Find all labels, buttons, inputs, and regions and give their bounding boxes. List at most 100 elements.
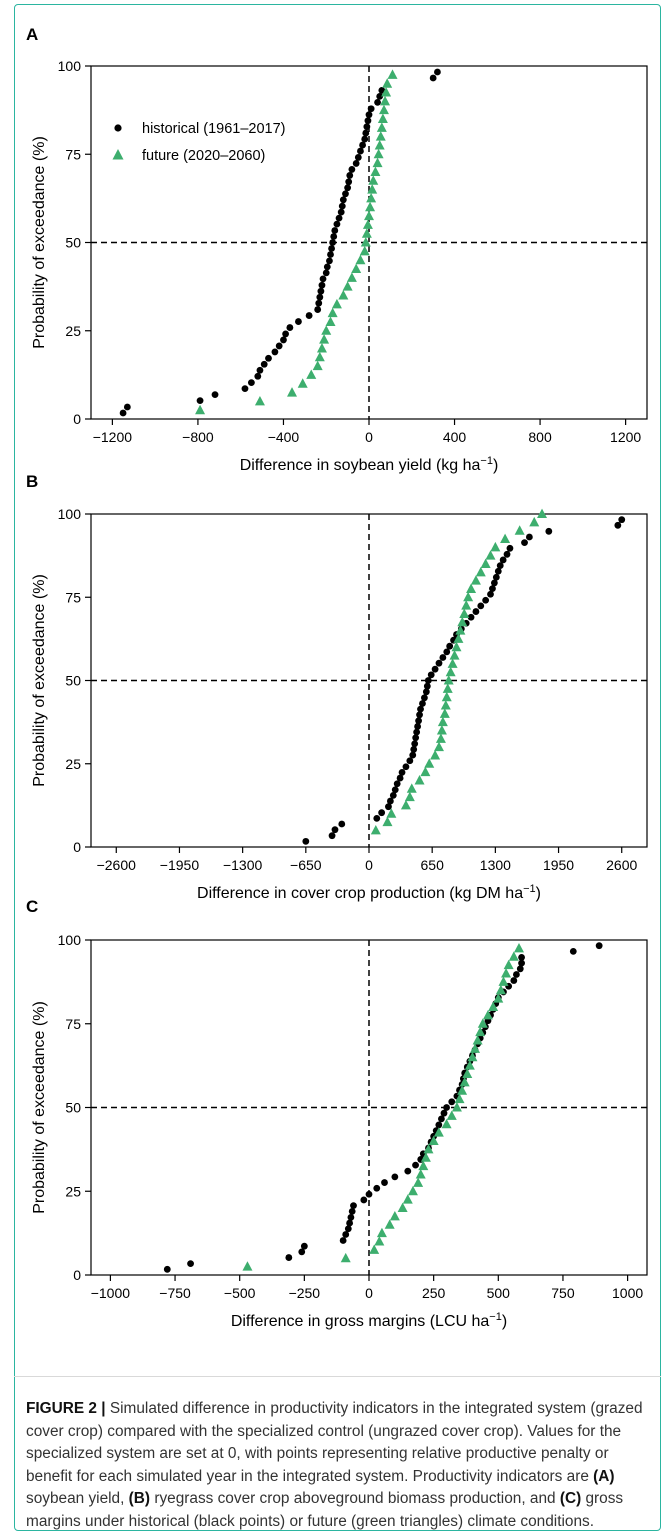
data-point	[461, 600, 472, 610]
data-point	[342, 190, 349, 198]
data-point	[333, 220, 341, 228]
data-point	[406, 783, 417, 793]
data-point	[260, 360, 268, 368]
data-point	[413, 1177, 424, 1187]
data-point	[361, 135, 369, 143]
legend: historical (1961–2017) future (2020–2060)	[112, 121, 285, 164]
data-point	[466, 583, 477, 593]
data-point	[329, 239, 337, 246]
data-point	[338, 820, 346, 828]
x-tick-label: −250	[289, 1285, 321, 1301]
data-point	[464, 1060, 475, 1070]
data-point	[421, 694, 428, 702]
x-tick-label: −800	[182, 429, 214, 445]
data-point	[280, 336, 287, 344]
data-point	[327, 251, 334, 258]
legend-label: historical (1961–2017)	[142, 121, 285, 137]
data-point	[490, 541, 501, 552]
data-point	[420, 1152, 431, 1162]
data-point	[344, 184, 352, 192]
data-point	[351, 263, 362, 274]
data-point	[402, 763, 410, 771]
data-point	[495, 984, 506, 995]
data-point	[367, 184, 378, 194]
data-point	[418, 1160, 429, 1171]
data-point	[254, 372, 262, 380]
data-point	[447, 658, 458, 668]
y-tick-label: 25	[65, 756, 81, 772]
data-point	[370, 166, 381, 176]
data-point	[416, 711, 423, 719]
data-point	[459, 608, 470, 618]
x-tick-label: −750	[159, 1285, 191, 1301]
data-point	[321, 325, 332, 335]
data-point	[302, 837, 310, 845]
data-point	[428, 1135, 439, 1146]
panel-letter: C	[26, 897, 38, 916]
data-point	[348, 166, 356, 173]
data-point	[365, 1190, 373, 1198]
data-point	[472, 608, 480, 615]
data-point	[451, 641, 462, 652]
data-point	[443, 648, 451, 656]
data-point	[364, 210, 374, 221]
x-tick-label: 400	[443, 429, 467, 445]
data-point	[377, 113, 388, 123]
data-point	[414, 723, 422, 730]
data-point	[503, 550, 511, 558]
data-point	[315, 299, 323, 307]
data-point	[475, 1026, 486, 1037]
data-point	[415, 1169, 426, 1179]
data-point	[459, 1076, 470, 1087]
series-future	[195, 69, 398, 415]
x-axis-label: Difference in soybean yield (kg ha−1)	[240, 455, 499, 474]
x-tick-label: −1200	[93, 429, 133, 445]
y-tick-label: 0	[73, 411, 81, 427]
x-tick-label: 0	[365, 429, 373, 445]
data-point	[443, 1104, 450, 1111]
data-point	[545, 527, 553, 535]
data-point	[410, 746, 418, 753]
data-point	[369, 1244, 380, 1254]
data-point	[424, 758, 435, 768]
y-tick-label: 100	[58, 506, 82, 522]
y-tick-label: 0	[73, 1267, 81, 1283]
data-point	[365, 111, 373, 119]
data-point	[385, 803, 392, 811]
caption-part-0: Simulated difference in productivity ind…	[26, 1400, 643, 1485]
panel-c: C 0 25 50 75 100 −1000 −750 −500 −250 0 250 500 750 10…	[26, 897, 648, 1330]
x-tick-label: 750	[551, 1285, 575, 1301]
data-point	[339, 196, 347, 204]
data-point	[241, 385, 249, 393]
data-point	[346, 172, 354, 179]
data-point	[287, 387, 298, 397]
data-point	[375, 131, 386, 141]
data-point	[462, 1068, 473, 1079]
data-point	[423, 682, 431, 690]
caption-part-3: (B)	[128, 1490, 151, 1507]
data-point	[247, 379, 255, 387]
x-tick-label: −1300	[223, 857, 263, 873]
data-point	[396, 774, 404, 782]
data-point	[472, 1035, 483, 1045]
data-point	[368, 175, 379, 185]
caption-part-6: gross margins under historical (black po…	[26, 1490, 624, 1530]
data-point	[407, 1185, 418, 1196]
data-point	[446, 1110, 457, 1120]
data-point	[411, 740, 419, 748]
data-point	[359, 141, 366, 149]
data-point	[480, 558, 491, 568]
data-point	[513, 971, 520, 978]
data-point	[477, 1018, 488, 1028]
data-point	[373, 814, 381, 822]
panel-letter: A	[26, 25, 38, 44]
x-tick-label: 650	[421, 857, 445, 873]
data-point	[422, 688, 430, 696]
data-point	[441, 691, 452, 702]
data-point	[286, 324, 294, 331]
data-point	[374, 98, 381, 106]
data-point	[275, 342, 283, 350]
caption-part-4: ryegrass cover crop aboveground biomass …	[150, 1490, 560, 1507]
data-point	[435, 733, 446, 743]
data-point	[373, 1184, 381, 1192]
